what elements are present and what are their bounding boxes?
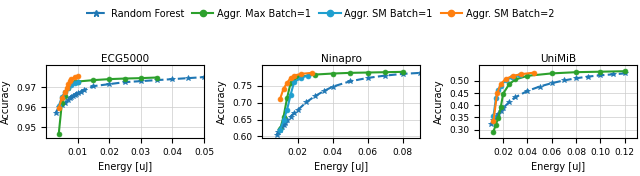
X-axis label: Energy [uJ]: Energy [uJ]: [314, 162, 369, 172]
Legend: Random Forest, Aggr. Max Batch=1, Aggr. SM Batch=1, Aggr. SM Batch=2: Random Forest, Aggr. Max Batch=1, Aggr. …: [82, 5, 558, 23]
Title: ECG5000: ECG5000: [101, 54, 149, 64]
Y-axis label: Accuracy: Accuracy: [433, 79, 444, 124]
X-axis label: Energy [uJ]: Energy [uJ]: [531, 162, 585, 172]
Y-axis label: Accuracy: Accuracy: [217, 79, 227, 124]
Title: UniMiB: UniMiB: [540, 54, 576, 64]
Title: Ninapro: Ninapro: [321, 54, 362, 64]
X-axis label: Energy [uJ]: Energy [uJ]: [98, 162, 152, 172]
Y-axis label: Accuracy: Accuracy: [1, 79, 11, 124]
